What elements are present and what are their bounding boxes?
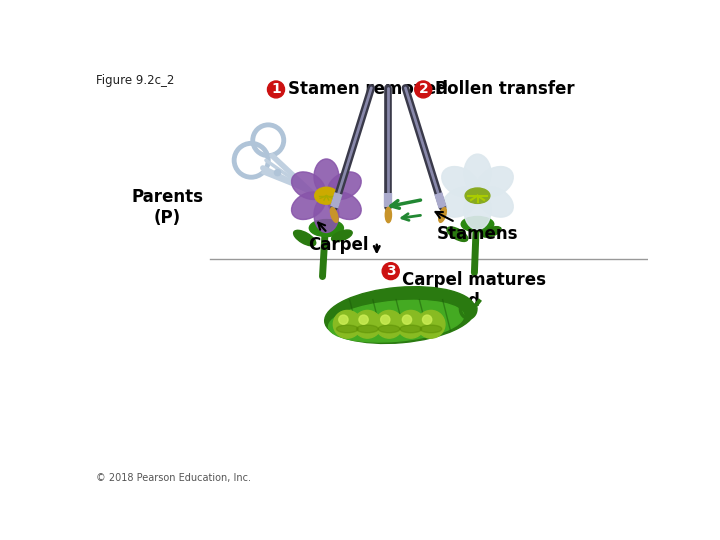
Ellipse shape xyxy=(477,187,513,217)
Ellipse shape xyxy=(385,207,392,222)
Ellipse shape xyxy=(442,187,478,217)
Ellipse shape xyxy=(356,325,378,333)
Circle shape xyxy=(397,310,425,338)
Circle shape xyxy=(339,315,348,325)
Ellipse shape xyxy=(315,187,338,204)
Text: Parents
(P): Parents (P) xyxy=(132,188,204,227)
Circle shape xyxy=(423,315,432,325)
Circle shape xyxy=(381,315,390,325)
Ellipse shape xyxy=(464,191,491,230)
Text: 1: 1 xyxy=(271,83,281,97)
FancyArrowPatch shape xyxy=(402,214,420,220)
Ellipse shape xyxy=(477,166,513,197)
Circle shape xyxy=(382,262,399,280)
Circle shape xyxy=(375,310,403,338)
Ellipse shape xyxy=(378,325,400,333)
Ellipse shape xyxy=(328,300,464,342)
Text: 3: 3 xyxy=(386,264,395,278)
Ellipse shape xyxy=(310,220,343,237)
Ellipse shape xyxy=(292,172,325,199)
Text: Carpel matures
into pod: Carpel matures into pod xyxy=(402,271,546,310)
Ellipse shape xyxy=(447,227,468,241)
Ellipse shape xyxy=(400,325,422,333)
Ellipse shape xyxy=(420,325,442,333)
Ellipse shape xyxy=(328,192,361,219)
Ellipse shape xyxy=(328,172,361,199)
Ellipse shape xyxy=(325,287,475,343)
Text: Figure 9.2c_2: Figure 9.2c_2 xyxy=(96,74,174,87)
Ellipse shape xyxy=(336,325,358,333)
Text: Stamens: Stamens xyxy=(436,212,518,243)
Ellipse shape xyxy=(294,231,316,246)
FancyArrowPatch shape xyxy=(391,200,420,208)
Text: Stamen removed: Stamen removed xyxy=(287,80,448,98)
Ellipse shape xyxy=(314,197,339,232)
Circle shape xyxy=(359,315,368,325)
Text: Carpel: Carpel xyxy=(307,222,368,254)
Ellipse shape xyxy=(314,159,339,194)
Circle shape xyxy=(333,310,361,338)
Circle shape xyxy=(402,315,412,325)
Circle shape xyxy=(417,310,445,338)
Ellipse shape xyxy=(330,207,338,222)
Ellipse shape xyxy=(482,227,501,237)
Circle shape xyxy=(274,170,281,176)
Circle shape xyxy=(354,310,382,338)
Ellipse shape xyxy=(331,230,352,241)
Circle shape xyxy=(267,81,284,98)
Ellipse shape xyxy=(292,192,325,219)
Circle shape xyxy=(415,81,432,98)
Ellipse shape xyxy=(438,207,446,222)
Text: Pollen transfer: Pollen transfer xyxy=(435,80,575,98)
Ellipse shape xyxy=(462,217,494,232)
Ellipse shape xyxy=(465,188,490,204)
Text: 2: 2 xyxy=(418,83,428,97)
Text: © 2018 Pearson Education, Inc.: © 2018 Pearson Education, Inc. xyxy=(96,473,251,483)
Ellipse shape xyxy=(464,154,491,193)
Ellipse shape xyxy=(442,166,478,197)
